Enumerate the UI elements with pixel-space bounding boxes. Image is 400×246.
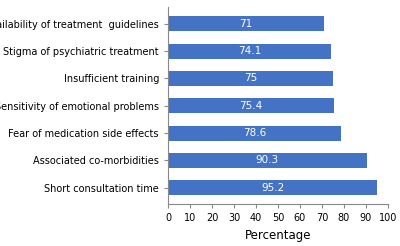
Bar — [168, 16, 324, 31]
Bar — [168, 71, 333, 86]
Text: 74.1: 74.1 — [238, 46, 261, 56]
Text: 95.2: 95.2 — [261, 183, 284, 193]
Text: 71: 71 — [240, 19, 253, 29]
Text: 75.4: 75.4 — [239, 101, 262, 111]
Bar — [168, 125, 341, 141]
Bar — [168, 180, 378, 195]
Text: 90.3: 90.3 — [256, 155, 279, 165]
X-axis label: Percentage: Percentage — [245, 229, 311, 242]
Text: 78.6: 78.6 — [243, 128, 266, 138]
Bar — [168, 98, 334, 113]
Text: 75: 75 — [244, 74, 257, 83]
Bar — [168, 153, 367, 168]
Bar — [168, 44, 331, 59]
